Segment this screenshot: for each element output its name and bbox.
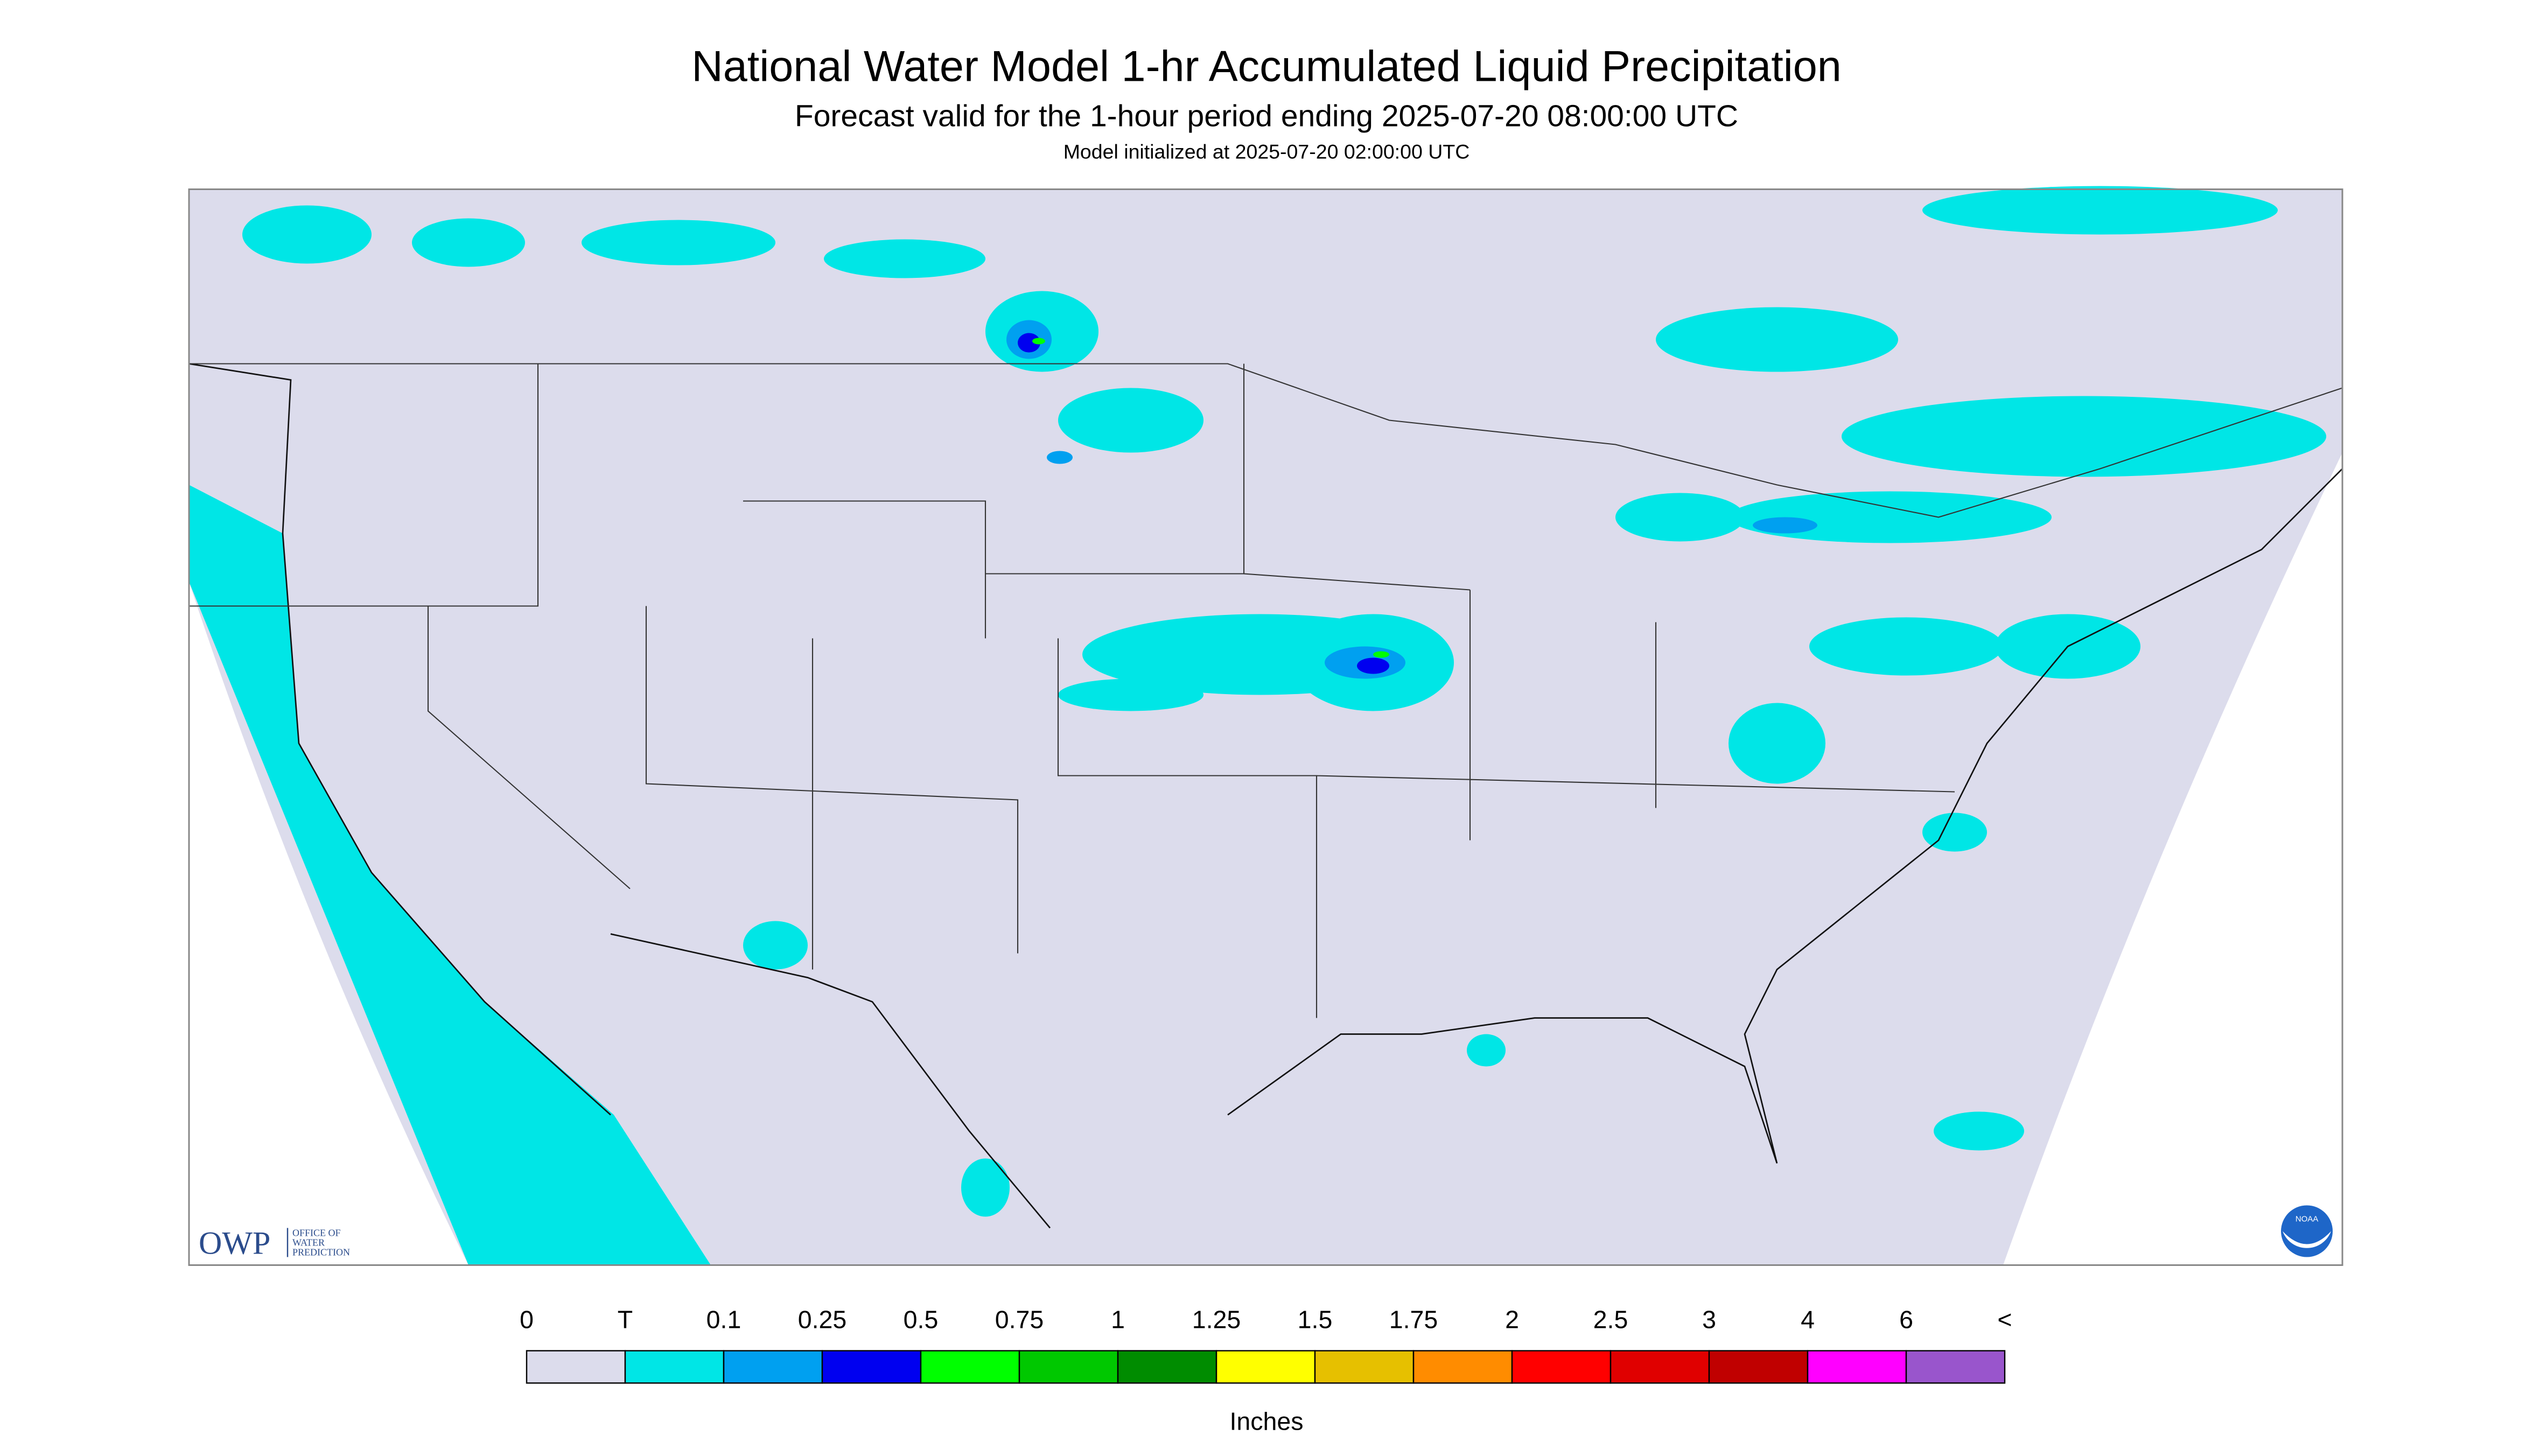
legend-swatch xyxy=(1610,1350,1710,1384)
legend-label: 0 xyxy=(520,1306,534,1334)
legend-unit: Inches xyxy=(1229,1408,1303,1436)
owp-logo-text: PREDICTION xyxy=(292,1247,350,1258)
legend-label: 1.75 xyxy=(1389,1306,1438,1334)
off-projection xyxy=(2003,452,2342,1265)
legend-label: T xyxy=(618,1306,633,1334)
legend-label: 0.1 xyxy=(706,1306,741,1334)
title: National Water Model 1-hr Accumulated Li… xyxy=(691,43,1842,91)
legend-label: 3 xyxy=(1702,1306,1716,1334)
legend-swatch xyxy=(1215,1350,1316,1384)
init-note: Model initialized at 2025-07-20 02:00:00… xyxy=(1063,141,1470,163)
legend-label: 6 xyxy=(1899,1306,1913,1334)
noaa-logo-text: NOAA xyxy=(2296,1215,2319,1224)
legend-label: 1.5 xyxy=(1298,1306,1333,1334)
legend-swatch xyxy=(1511,1350,1612,1384)
legend-label: 1.25 xyxy=(1192,1306,1241,1334)
legend-swatch xyxy=(1018,1350,1119,1384)
legend-label: 0.75 xyxy=(995,1306,1044,1334)
legend-swatch xyxy=(920,1350,1020,1384)
legend-label: 4 xyxy=(1801,1306,1815,1334)
noaa-logo xyxy=(2281,1205,2333,1257)
legend-label: 0.25 xyxy=(798,1306,847,1334)
legend-swatch xyxy=(723,1350,823,1384)
legend-swatch xyxy=(1708,1350,1809,1384)
state-borders xyxy=(189,363,2343,1018)
legend-swatch xyxy=(1807,1350,1907,1384)
legend-label: 2.5 xyxy=(1593,1306,1628,1334)
owp-logo: OWP xyxy=(199,1226,270,1261)
legend: 0 T 0.1 0.25 0.5 0.75 1 1.25 1.5 1.75 2 2.5 3 4 6 < xyxy=(520,1306,2012,1384)
noaa-logo-wave xyxy=(2283,1231,2331,1248)
map: OWP OFFICE OF WATER PREDICTION NOAA xyxy=(188,186,2343,1266)
legend-swatch xyxy=(821,1350,922,1384)
owp-logo-text: WATER xyxy=(292,1237,325,1248)
legend-swatch xyxy=(1314,1350,1415,1384)
legend-label: 2 xyxy=(1505,1306,1519,1334)
precip-blobs-heavy xyxy=(1018,333,1389,674)
legend-label: 1 xyxy=(1111,1306,1125,1334)
off-projection xyxy=(189,582,468,1265)
legend-swatch xyxy=(526,1350,626,1384)
legend-label: < xyxy=(1997,1306,2012,1334)
legend-label: 0.5 xyxy=(904,1306,939,1334)
owp-logo-text: OFFICE OF xyxy=(292,1228,341,1238)
legend-swatch xyxy=(1117,1350,1217,1384)
precip-area xyxy=(189,485,711,1265)
legend-swatch xyxy=(1905,1350,2006,1384)
legend-swatch xyxy=(624,1350,725,1384)
subtitle: Forecast valid for the 1-hour period end… xyxy=(795,99,1738,134)
legend-swatch xyxy=(1412,1350,1513,1384)
coastline xyxy=(188,363,2343,1229)
precip-blobs-max xyxy=(1032,338,1389,658)
map-frame xyxy=(188,188,2343,1266)
